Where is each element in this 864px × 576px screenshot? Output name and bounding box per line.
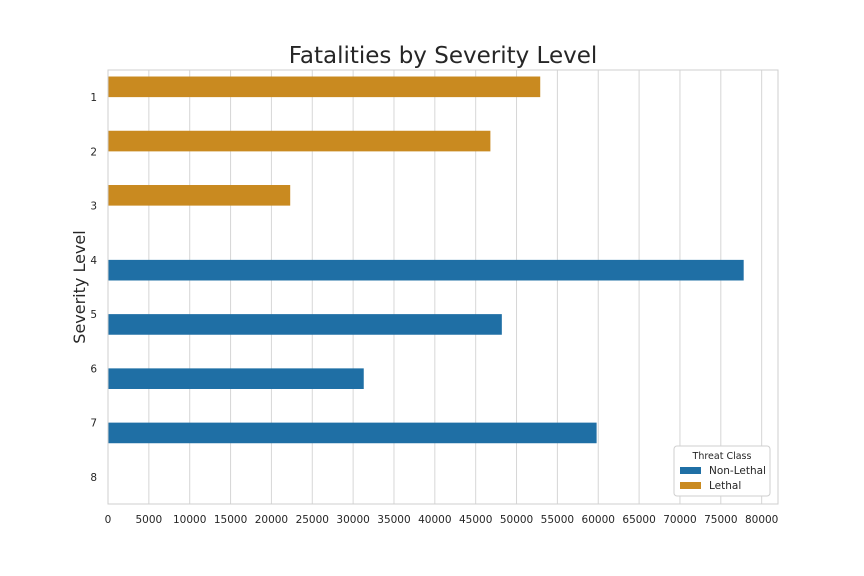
x-tick-label: 15000 bbox=[214, 514, 247, 526]
y-tick-label: 3 bbox=[90, 201, 97, 213]
plot-frame bbox=[107, 69, 779, 505]
x-tick-label: 65000 bbox=[622, 514, 655, 526]
y-tick-label: 1 bbox=[90, 92, 97, 104]
legend-swatch bbox=[680, 482, 701, 489]
legend-label: Lethal bbox=[709, 480, 741, 492]
y-tick-label: 7 bbox=[90, 418, 97, 430]
x-tick-label: 80000 bbox=[745, 514, 778, 526]
y-tick-label: 8 bbox=[90, 472, 97, 484]
bar-non-lethal-7 bbox=[108, 422, 597, 444]
bar-lethal-1 bbox=[108, 76, 541, 98]
x-tick-label: 75000 bbox=[704, 514, 737, 526]
x-tick-label: 20000 bbox=[255, 514, 288, 526]
x-tick-label: 40000 bbox=[418, 514, 451, 526]
x-tick-label: 35000 bbox=[377, 514, 410, 526]
legend-swatch bbox=[680, 467, 701, 474]
legend-label: Non-Lethal bbox=[709, 465, 766, 477]
x-tick-label: 70000 bbox=[663, 514, 696, 526]
y-tick-label: 6 bbox=[90, 363, 97, 375]
x-tick-label: 60000 bbox=[582, 514, 615, 526]
x-tick-label: 45000 bbox=[459, 514, 492, 526]
bar-lethal-3 bbox=[108, 185, 291, 206]
x-tick-label: 5000 bbox=[135, 514, 162, 526]
x-tick-label: 55000 bbox=[541, 514, 574, 526]
bar-non-lethal-5 bbox=[108, 314, 502, 335]
x-tick-label: 50000 bbox=[500, 514, 533, 526]
bar-non-lethal-6 bbox=[108, 368, 364, 389]
legend-title: Threat Class bbox=[692, 451, 752, 462]
x-tick-label: 25000 bbox=[296, 514, 329, 526]
chart-title: Fatalities by Severity Level bbox=[289, 43, 598, 69]
bar-lethal-2 bbox=[108, 130, 491, 152]
y-tick-label: 5 bbox=[90, 309, 97, 321]
x-tick-label: 0 bbox=[105, 514, 112, 526]
x-tick-label: 10000 bbox=[173, 514, 206, 526]
y-tick-label: 4 bbox=[90, 255, 97, 267]
bar-non-lethal-4 bbox=[108, 259, 744, 281]
legend: Threat Class Non-Lethal Lethal bbox=[673, 445, 771, 497]
x-tick-label: 30000 bbox=[336, 514, 369, 526]
y-tick-label: 2 bbox=[90, 146, 97, 158]
y-axis-label: Severity Level bbox=[70, 230, 89, 343]
